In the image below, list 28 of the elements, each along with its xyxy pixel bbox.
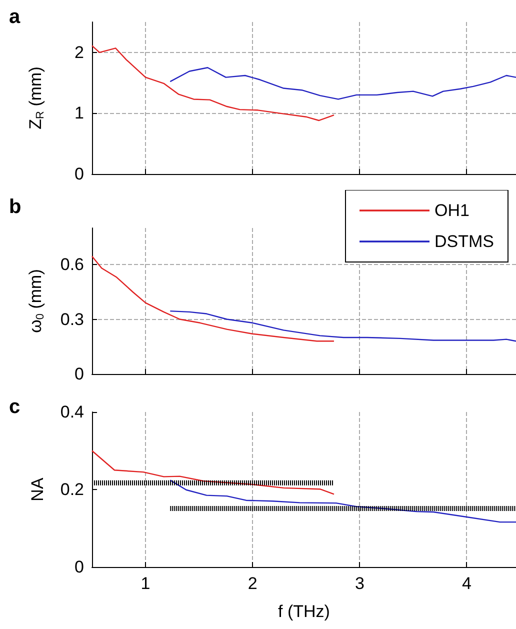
line-series (170, 67, 516, 100)
x-tick-label: 1 (140, 574, 150, 593)
y-tick-label: 2 (74, 42, 84, 62)
y-tick-label: 0.4 (60, 402, 84, 422)
x-tick-label: 4 (462, 574, 472, 593)
chart-title: b (9, 196, 22, 218)
y-tick-label: 0.2 (60, 480, 84, 499)
line-series (170, 480, 516, 523)
x-tick-label: 2 (248, 574, 258, 593)
y-tick-label: 0 (74, 364, 84, 384)
chart-title: c (9, 396, 20, 418)
line-series (170, 310, 516, 342)
y-axis-title: ZR (mm) (26, 66, 46, 130)
y-tick-label: 0.6 (60, 255, 84, 274)
y-axis-title: NA (28, 477, 47, 502)
x-axis-title: f (THz) (278, 602, 330, 621)
y-tick-label: 1 (74, 104, 84, 123)
y-tick-label: 0 (74, 164, 84, 184)
y-tick-label: 0 (74, 558, 84, 576)
line-series (91, 256, 335, 342)
x-tick-label: 3 (354, 574, 364, 593)
legend-label: DSTMS (434, 232, 494, 251)
line-series (91, 45, 335, 122)
chart-title: a (9, 6, 21, 28)
y-tick-label: 0.3 (60, 310, 84, 329)
legend-label: OH1 (434, 201, 470, 220)
line-series (91, 450, 335, 495)
y-axis-title: ω0 (mm) (26, 269, 46, 333)
